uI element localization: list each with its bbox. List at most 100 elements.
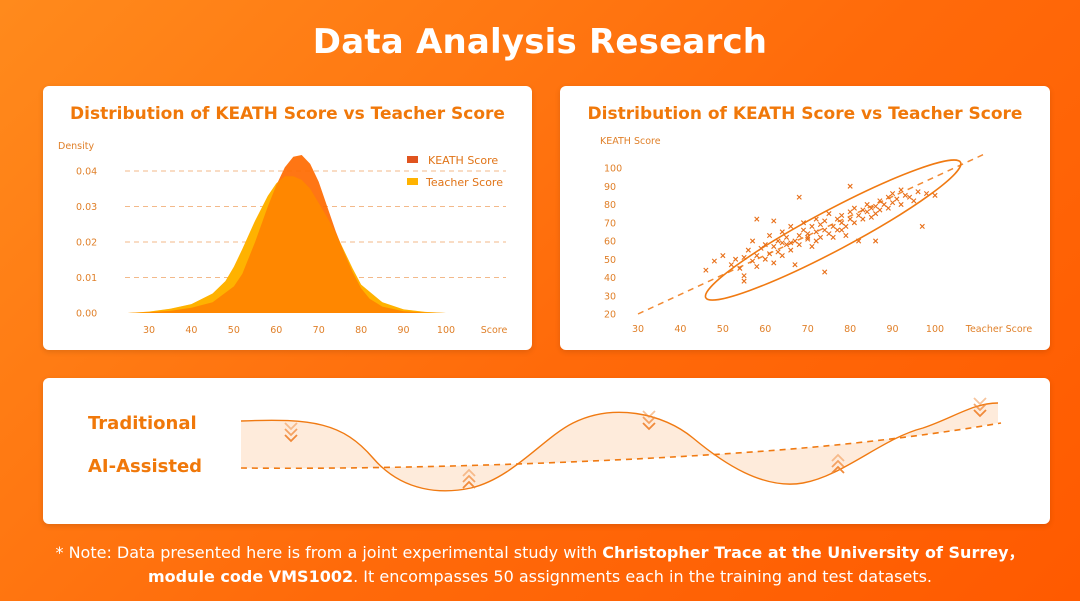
scatter-point bbox=[766, 251, 773, 257]
scatter-point bbox=[800, 220, 807, 226]
density-chart-card: Distribution of KEATH Score vs Teacher S… bbox=[43, 86, 532, 350]
down-chevron-icon bbox=[462, 474, 476, 483]
down-chevron-icon bbox=[831, 459, 845, 468]
scatter-point bbox=[889, 190, 896, 197]
y-axis-label: Density bbox=[58, 141, 94, 152]
scatter-point bbox=[932, 192, 938, 198]
x-tick-label: 80 bbox=[844, 324, 856, 335]
scatter-point bbox=[720, 253, 726, 259]
scatter-point bbox=[805, 234, 811, 240]
x-tick-label: 30 bbox=[632, 324, 644, 335]
scatter-point bbox=[822, 218, 828, 224]
scatter-point bbox=[923, 190, 930, 197]
scatter-point bbox=[805, 236, 811, 242]
down-chevron-icon bbox=[831, 453, 845, 462]
scatter-chart-title: Distribution of KEATH Score vs Teacher S… bbox=[587, 104, 1023, 124]
x-tick-label: 70 bbox=[802, 324, 814, 335]
x-tick-label: 90 bbox=[887, 324, 899, 335]
y-tick-label: 0.01 bbox=[76, 273, 97, 284]
scatter-point bbox=[809, 243, 815, 250]
legend-traditional-label: Traditional bbox=[88, 413, 197, 434]
scatter-point bbox=[843, 232, 849, 239]
y-axis-label: KEATH Score bbox=[600, 136, 661, 147]
scatter-point bbox=[758, 245, 764, 251]
scatter-point bbox=[834, 216, 841, 222]
x-tick-label: 70 bbox=[313, 325, 325, 336]
legend-keath-label: KEATH Score bbox=[428, 154, 498, 167]
cluster-ellipse bbox=[704, 159, 962, 301]
scatter-point bbox=[868, 205, 874, 211]
scatter-point bbox=[839, 227, 845, 233]
scatter-point bbox=[919, 223, 925, 229]
x-axis-label: Teacher Score bbox=[965, 324, 1033, 335]
density-chart: 0.00 0.01 0.02 0.03 0.04 Density 30 40 50 60 70 80 9… bbox=[58, 141, 508, 336]
scatter-point bbox=[771, 260, 777, 266]
up-chevron-icon bbox=[284, 434, 298, 443]
x-tick-label: 40 bbox=[185, 325, 197, 336]
scatter-point bbox=[826, 211, 832, 217]
scatter-point bbox=[881, 201, 887, 208]
x-tick-label: 100 bbox=[437, 325, 455, 336]
trend-line bbox=[637, 152, 987, 315]
teacher-score-overlay bbox=[127, 176, 480, 313]
scatter-point bbox=[885, 194, 891, 200]
scatter-point bbox=[796, 242, 802, 248]
scatter-point bbox=[796, 232, 802, 239]
y-tick-label: 30 bbox=[604, 291, 616, 302]
scatter-point bbox=[813, 229, 819, 235]
down-chevron-icon bbox=[462, 480, 476, 489]
y-tick-label: 20 bbox=[604, 310, 616, 321]
scatter-point bbox=[822, 269, 828, 275]
x-tick-label: 50 bbox=[717, 324, 729, 335]
scatter-point bbox=[749, 258, 756, 264]
y-tick-label: 0.02 bbox=[76, 238, 97, 249]
scatter-point bbox=[834, 227, 841, 233]
scatter-point bbox=[813, 216, 819, 222]
x-axis-label: Score bbox=[481, 325, 508, 336]
y-tick-label: 60 bbox=[604, 237, 616, 248]
up-chevron-icon bbox=[284, 428, 298, 437]
scatter-point bbox=[775, 238, 781, 244]
scatter-point bbox=[822, 227, 828, 233]
down-chevron-icon bbox=[462, 468, 476, 477]
scatter-point bbox=[754, 263, 760, 270]
scatter-point bbox=[860, 207, 866, 213]
scatter-point bbox=[856, 238, 862, 244]
scatter-point bbox=[783, 234, 790, 240]
scatter-point bbox=[851, 205, 857, 211]
scatter-point bbox=[868, 214, 874, 220]
scatter-chart-card: Distribution of KEATH Score vs Teacher S… bbox=[560, 86, 1050, 350]
x-tick-label: 80 bbox=[355, 325, 367, 336]
scatter-point bbox=[817, 234, 824, 240]
y-tick-label: 0.03 bbox=[76, 202, 97, 213]
scatter-point bbox=[711, 258, 717, 264]
traditional-line bbox=[240, 402, 999, 492]
scatter-point bbox=[809, 223, 815, 229]
scatter-point bbox=[898, 201, 904, 208]
scatter-point bbox=[843, 223, 849, 229]
scatter-chart: 20 30 40 50 60 70 80 90 100 KEATH Score 30 40 50 60 70… bbox=[600, 136, 1033, 335]
scatter-point bbox=[771, 218, 777, 224]
scatter-point bbox=[847, 209, 853, 215]
scatter-point bbox=[826, 231, 832, 237]
scatter-point bbox=[906, 194, 913, 200]
x-tick-label: 100 bbox=[926, 324, 944, 335]
scatter-point bbox=[894, 196, 900, 202]
difference-area bbox=[241, 403, 998, 491]
up-chevron-icon bbox=[642, 410, 656, 419]
scatter-point bbox=[732, 256, 739, 262]
up-chevron-icon bbox=[973, 403, 987, 412]
x-tick-label: 40 bbox=[674, 324, 686, 335]
scatter-point bbox=[877, 207, 883, 213]
y-tick-label: 100 bbox=[604, 164, 622, 175]
density-chart-title: Distribution of KEATH Score vs Teacher S… bbox=[70, 104, 505, 124]
x-tick-label: 60 bbox=[759, 324, 771, 335]
y-tick-label: 40 bbox=[604, 273, 616, 284]
up-chevron-icon bbox=[973, 409, 987, 418]
scatter-point bbox=[851, 220, 857, 226]
scatter-point bbox=[902, 192, 908, 198]
scatter-point bbox=[788, 223, 794, 229]
scatter-point bbox=[766, 232, 773, 239]
comparison-chart bbox=[240, 397, 1002, 492]
scatter-point bbox=[792, 262, 798, 268]
